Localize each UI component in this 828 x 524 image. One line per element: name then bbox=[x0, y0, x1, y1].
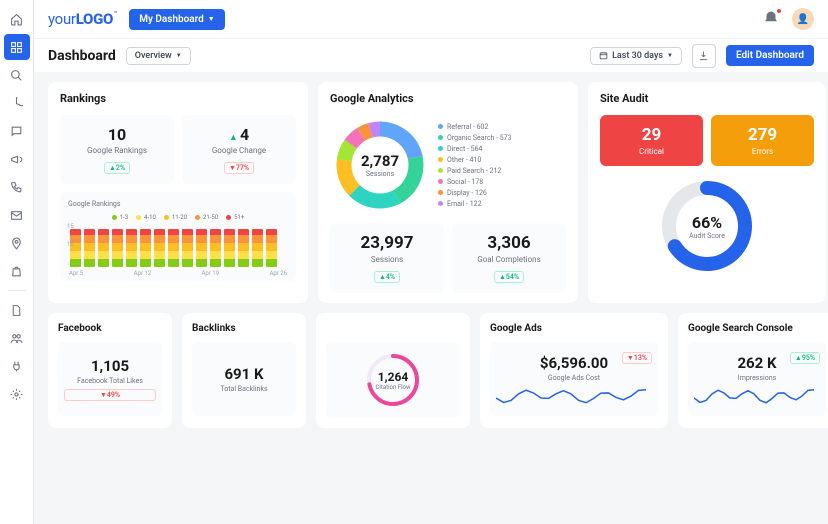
gsc-card: Google Search Console ▲95% 262 K Impress… bbox=[678, 313, 828, 428]
topbar: yourLOGO™ My Dashboard ▼ 👤 bbox=[34, 0, 828, 38]
sidebar-search-icon[interactable] bbox=[4, 62, 30, 88]
headerbar: Dashboard Overview ▼ Last 30 days ▼ Edit… bbox=[34, 38, 828, 72]
section-title: Site Audit bbox=[600, 92, 814, 105]
audit-gauge: 66% Audit Score bbox=[657, 176, 757, 276]
audit-section: Site Audit 29Critical279Errors 66% Audit… bbox=[588, 82, 826, 303]
analytics-section: Google Analytics 2,787 Sessions Referral… bbox=[318, 82, 578, 303]
edit-dashboard-button[interactable]: Edit Dashboard bbox=[726, 45, 814, 66]
sidebar-pin-icon[interactable] bbox=[4, 230, 30, 256]
sidebar-file-icon[interactable] bbox=[4, 297, 30, 323]
sidebar-megaphone-icon[interactable] bbox=[4, 146, 30, 172]
trend-badge: ▼13% bbox=[622, 352, 652, 364]
date-range-button[interactable]: Last 30 days ▼ bbox=[590, 47, 682, 65]
section-title: Google Analytics bbox=[330, 92, 566, 105]
stat-card: 279Errors bbox=[711, 115, 814, 166]
trend-badge: ▲95% bbox=[790, 352, 820, 364]
stat-card: 29Critical bbox=[600, 115, 703, 166]
backlinks-card: Backlinks 691 K Total Backlinks bbox=[182, 313, 306, 428]
facebook-card: Facebook 1,105 Facebook Total Likes ▼49% bbox=[48, 313, 172, 428]
trend-badge: ▼49% bbox=[64, 389, 156, 401]
avatar[interactable]: 👤 bbox=[792, 8, 814, 30]
sidebar-chat-icon[interactable] bbox=[4, 118, 30, 144]
page-title: Dashboard bbox=[48, 48, 116, 64]
rankings-section: Rankings 10Google Rankings▲2%▲ 4Google C… bbox=[48, 82, 308, 303]
sidebar-grid-icon[interactable] bbox=[4, 34, 30, 60]
stat-card: ▲ 4Google Change▼77% bbox=[182, 115, 296, 184]
content: Rankings 10Google Rankings▲2%▲ 4Google C… bbox=[34, 72, 828, 524]
ads-card: Google Ads ▼13% $6,596.00 Google Ads Cos… bbox=[480, 313, 668, 428]
sidebar-phone-icon[interactable] bbox=[4, 174, 30, 200]
sidebar bbox=[0, 0, 34, 524]
sidebar-users-icon[interactable] bbox=[4, 325, 30, 351]
stat-card: 10Google Rankings▲2% bbox=[60, 115, 174, 184]
sidebar-plug-icon[interactable] bbox=[4, 353, 30, 379]
rankings-chart: Google Rankings 1-34-1011-2021-5051+ 15 … bbox=[60, 192, 296, 281]
section-title: Rankings bbox=[60, 92, 296, 105]
stat-card: 3,306Goal Completions▲54% bbox=[452, 223, 566, 293]
sessions-donut: 2,787 Sessions bbox=[330, 115, 430, 215]
download-button[interactable] bbox=[692, 44, 716, 68]
sidebar-bag-icon[interactable] bbox=[4, 258, 30, 284]
stat-card: 23,997Sessions▲4% bbox=[330, 223, 444, 293]
sidebar-mail-icon[interactable] bbox=[4, 202, 30, 228]
overview-dropdown[interactable]: Overview ▼ bbox=[126, 47, 191, 65]
sidebar-gear-icon[interactable] bbox=[4, 381, 30, 407]
notifications-icon[interactable] bbox=[762, 10, 780, 28]
logo: yourLOGO™ bbox=[48, 10, 117, 28]
citation-card: 1,264 Citation Flow bbox=[316, 313, 470, 428]
sidebar-home-icon[interactable] bbox=[4, 6, 30, 32]
my-dashboard-button[interactable]: My Dashboard ▼ bbox=[129, 9, 225, 30]
sidebar-pie-icon[interactable] bbox=[4, 90, 30, 116]
